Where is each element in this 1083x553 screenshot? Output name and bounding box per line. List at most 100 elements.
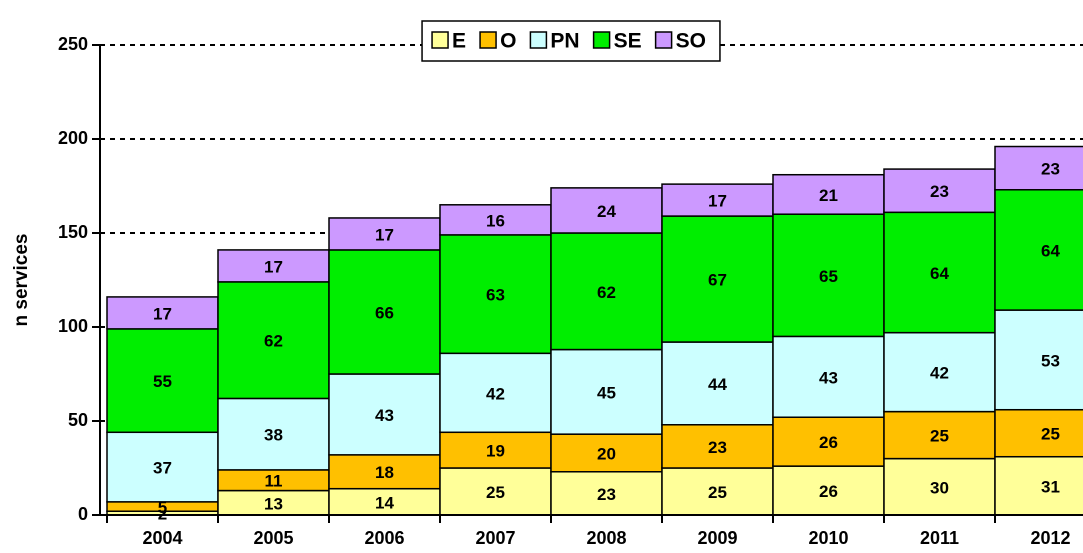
bar-segment <box>994 309 1083 411</box>
y-tick-label: 0 <box>78 504 88 524</box>
bar-segment <box>328 454 441 490</box>
x-tick-label: 2012 <box>1030 528 1070 548</box>
legend-label: O <box>500 30 516 53</box>
x-tick-label: 2008 <box>586 528 626 548</box>
value-label: 53 <box>1041 351 1060 370</box>
value-label: 26 <box>819 433 838 452</box>
bar-segment <box>550 187 663 234</box>
value-label: 5 <box>158 498 167 517</box>
x-tick-label: 2010 <box>808 528 848 548</box>
bar-segment <box>772 173 885 215</box>
value-label: 21 <box>819 186 838 205</box>
value-label: 42 <box>486 384 505 403</box>
bar-segment <box>439 204 552 236</box>
value-label: 11 <box>265 472 283 491</box>
y-tick-label: 150 <box>58 222 88 242</box>
value-label: 23 <box>708 438 727 457</box>
bar-segment <box>217 249 330 283</box>
legend-swatch <box>529 31 548 49</box>
y-axis-label: n services <box>11 234 32 327</box>
value-label: 17 <box>264 257 283 276</box>
y-tick-label: 100 <box>58 316 88 336</box>
value-label: 25 <box>708 483 727 502</box>
bar-segment <box>772 213 885 338</box>
value-label: 19 <box>486 442 505 461</box>
value-label: 44 <box>708 375 727 394</box>
bar-segment <box>328 373 441 456</box>
bar-segment <box>328 217 441 251</box>
value-label: 55 <box>153 372 172 391</box>
value-label: 23 <box>597 485 616 504</box>
value-label: 42 <box>930 364 949 383</box>
bar-segment <box>217 281 330 400</box>
value-label: 30 <box>930 478 949 497</box>
value-label: 16 <box>486 211 505 230</box>
legend-swatch <box>431 31 449 49</box>
y-tick-label: 200 <box>58 128 88 148</box>
bar-segment <box>217 397 330 471</box>
value-label: 20 <box>597 444 616 463</box>
legend-swatch <box>479 31 497 49</box>
bar-segment <box>550 348 663 435</box>
value-label: 24 <box>597 202 616 221</box>
bar-segment <box>883 211 996 334</box>
bars: 25 37 55 17 13 11 38 62 17 14 18 43 66 17 25 19 42 63 16 23… <box>106 145 1083 524</box>
value-label: 23 <box>1041 160 1060 179</box>
value-label: 66 <box>375 303 394 322</box>
value-label: 38 <box>264 426 283 445</box>
bar-segment <box>994 408 1083 458</box>
bar-segment <box>883 410 996 460</box>
value-label: 17 <box>708 192 727 211</box>
legend-swatch <box>592 31 611 49</box>
value-label: 17 <box>375 225 394 244</box>
bar-segment <box>994 189 1083 311</box>
value-label: 25 <box>930 427 949 446</box>
bar-segment <box>439 234 552 355</box>
value-label: 25 <box>486 483 505 502</box>
value-label: 17 <box>153 304 172 323</box>
y-tick-label: 250 <box>58 34 88 54</box>
bar-segment <box>772 416 885 467</box>
x-tick-label: 2009 <box>697 528 737 548</box>
value-label: 18 <box>375 463 394 482</box>
x-tick-label: 2005 <box>253 528 293 548</box>
legend-swatch <box>654 31 673 49</box>
value-label: 26 <box>819 482 838 501</box>
bar-segment <box>661 341 774 426</box>
value-label: 65 <box>819 267 838 286</box>
value-label: 31 <box>1041 477 1060 496</box>
value-label: 45 <box>597 383 616 402</box>
legend-label: PN <box>550 30 579 53</box>
x-tick-label: 2011 <box>920 528 959 548</box>
value-label: 62 <box>597 283 616 302</box>
value-label: 64 <box>1041 241 1060 260</box>
value-label: 37 <box>153 459 172 478</box>
value-label: 63 <box>486 286 505 305</box>
value-label: 23 <box>930 182 949 201</box>
bar-segment <box>772 335 885 418</box>
value-label: 64 <box>930 264 949 283</box>
axes: 0 50 100 150 200 250 2004 2005 2006 2007 2008 2009 2… <box>58 34 1083 548</box>
y-tick-label: 50 <box>68 410 88 430</box>
value-label: 14 <box>375 493 394 512</box>
bar-segment <box>106 328 219 434</box>
x-tick-label: 2007 <box>475 528 515 548</box>
legend-label: SO <box>676 30 706 53</box>
bar-segment <box>106 296 219 330</box>
bar-segment <box>661 183 774 217</box>
bar-segment <box>328 249 441 375</box>
legend: E O PN SE SO <box>421 20 721 62</box>
value-label: 67 <box>708 271 727 290</box>
value-label: 25 <box>1041 425 1060 444</box>
bar-segment <box>994 455 1083 516</box>
x-tick-label: 2006 <box>364 528 404 548</box>
bar-segment <box>439 467 552 516</box>
bar-segment <box>883 168 996 214</box>
bar-segment <box>994 145 1083 191</box>
x-tick-label: 2004 <box>142 528 182 548</box>
value-label: 62 <box>264 332 283 351</box>
value-label: 13 <box>264 494 283 513</box>
value-label: 43 <box>375 406 394 425</box>
